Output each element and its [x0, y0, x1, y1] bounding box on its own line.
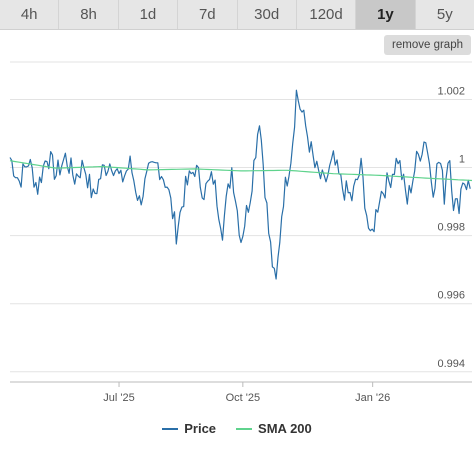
- y-tick-label: 0.998: [437, 222, 465, 234]
- x-tick-label: Oct '25: [226, 392, 261, 404]
- tab-7d[interactable]: 7d: [178, 0, 238, 29]
- remove-graph-button[interactable]: remove graph: [384, 35, 471, 55]
- tab-1y[interactable]: 1y: [356, 0, 416, 29]
- tab-120d[interactable]: 120d: [297, 0, 357, 29]
- tab-4h[interactable]: 4h: [0, 0, 60, 29]
- price-series-line: [9, 89, 471, 280]
- y-tick-label: 0.994: [437, 358, 465, 370]
- tab-30d[interactable]: 30d: [238, 0, 297, 29]
- tab-8h[interactable]: 8h: [59, 0, 119, 29]
- legend-item-price[interactable]: Price: [162, 421, 216, 436]
- sma-series-line: [9, 160, 473, 182]
- x-tick-label: Jan '26: [355, 392, 390, 404]
- y-tick-label: 0.996: [437, 290, 465, 302]
- legend-swatch-price: [162, 427, 179, 430]
- time-range-tabs: 4h 8h 1d 7d 30d 120d 1y 5y: [0, 0, 474, 30]
- tab-1d[interactable]: 1d: [119, 0, 179, 29]
- legend-item-sma[interactable]: SMA 200: [236, 421, 312, 436]
- legend-label-price: Price: [184, 421, 217, 436]
- legend-swatch-sma: [236, 427, 253, 430]
- tab-5y[interactable]: 5y: [436, 6, 453, 23]
- x-tick-label: Jul '25: [103, 392, 134, 404]
- legend-label-sma: SMA 200: [258, 421, 312, 436]
- y-tick-label: 1.002: [437, 85, 465, 97]
- chart-legend: Price SMA 200: [0, 421, 474, 436]
- y-tick-label: 1: [459, 154, 465, 166]
